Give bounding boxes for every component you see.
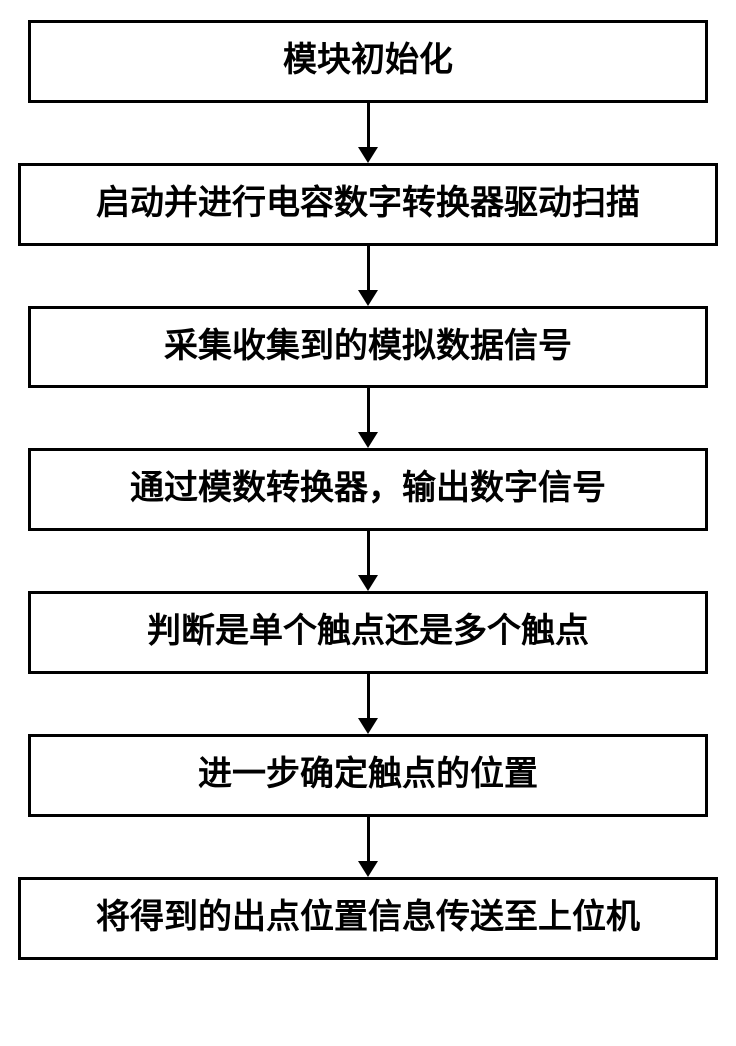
arrow-head-icon: [358, 861, 378, 877]
arrow-head-icon: [358, 290, 378, 306]
arrow-line: [367, 103, 370, 147]
arrow-head-icon: [358, 147, 378, 163]
flowchart-arrow: [358, 388, 378, 448]
flowchart-node-n1: 模块初始化: [28, 20, 708, 103]
arrow-head-icon: [358, 575, 378, 591]
flowchart-arrow: [358, 246, 378, 306]
arrow-head-icon: [358, 432, 378, 448]
arrow-line: [367, 388, 370, 432]
flowchart-node-n4: 通过模数转换器，输出数字信号: [28, 448, 708, 531]
arrow-line: [367, 817, 370, 861]
flowchart-node-n5: 判断是单个触点还是多个触点: [28, 591, 708, 674]
flowchart-arrow: [358, 103, 378, 163]
flowchart-node-n6: 进一步确定触点的位置: [28, 734, 708, 817]
flowchart-container: 模块初始化启动并进行电容数字转换器驱动扫描采集收集到的模拟数据信号通过模数转换器…: [18, 20, 718, 960]
arrow-line: [367, 246, 370, 290]
flowchart-node-n3: 采集收集到的模拟数据信号: [28, 306, 708, 389]
flowchart-arrow: [358, 531, 378, 591]
flowchart-arrow: [358, 817, 378, 877]
flowchart-node-n2: 启动并进行电容数字转换器驱动扫描: [18, 163, 718, 246]
flowchart-node-n7: 将得到的出点位置信息传送至上位机: [18, 877, 718, 960]
arrow-line: [367, 531, 370, 575]
arrow-head-icon: [358, 718, 378, 734]
arrow-line: [367, 674, 370, 718]
flowchart-arrow: [358, 674, 378, 734]
